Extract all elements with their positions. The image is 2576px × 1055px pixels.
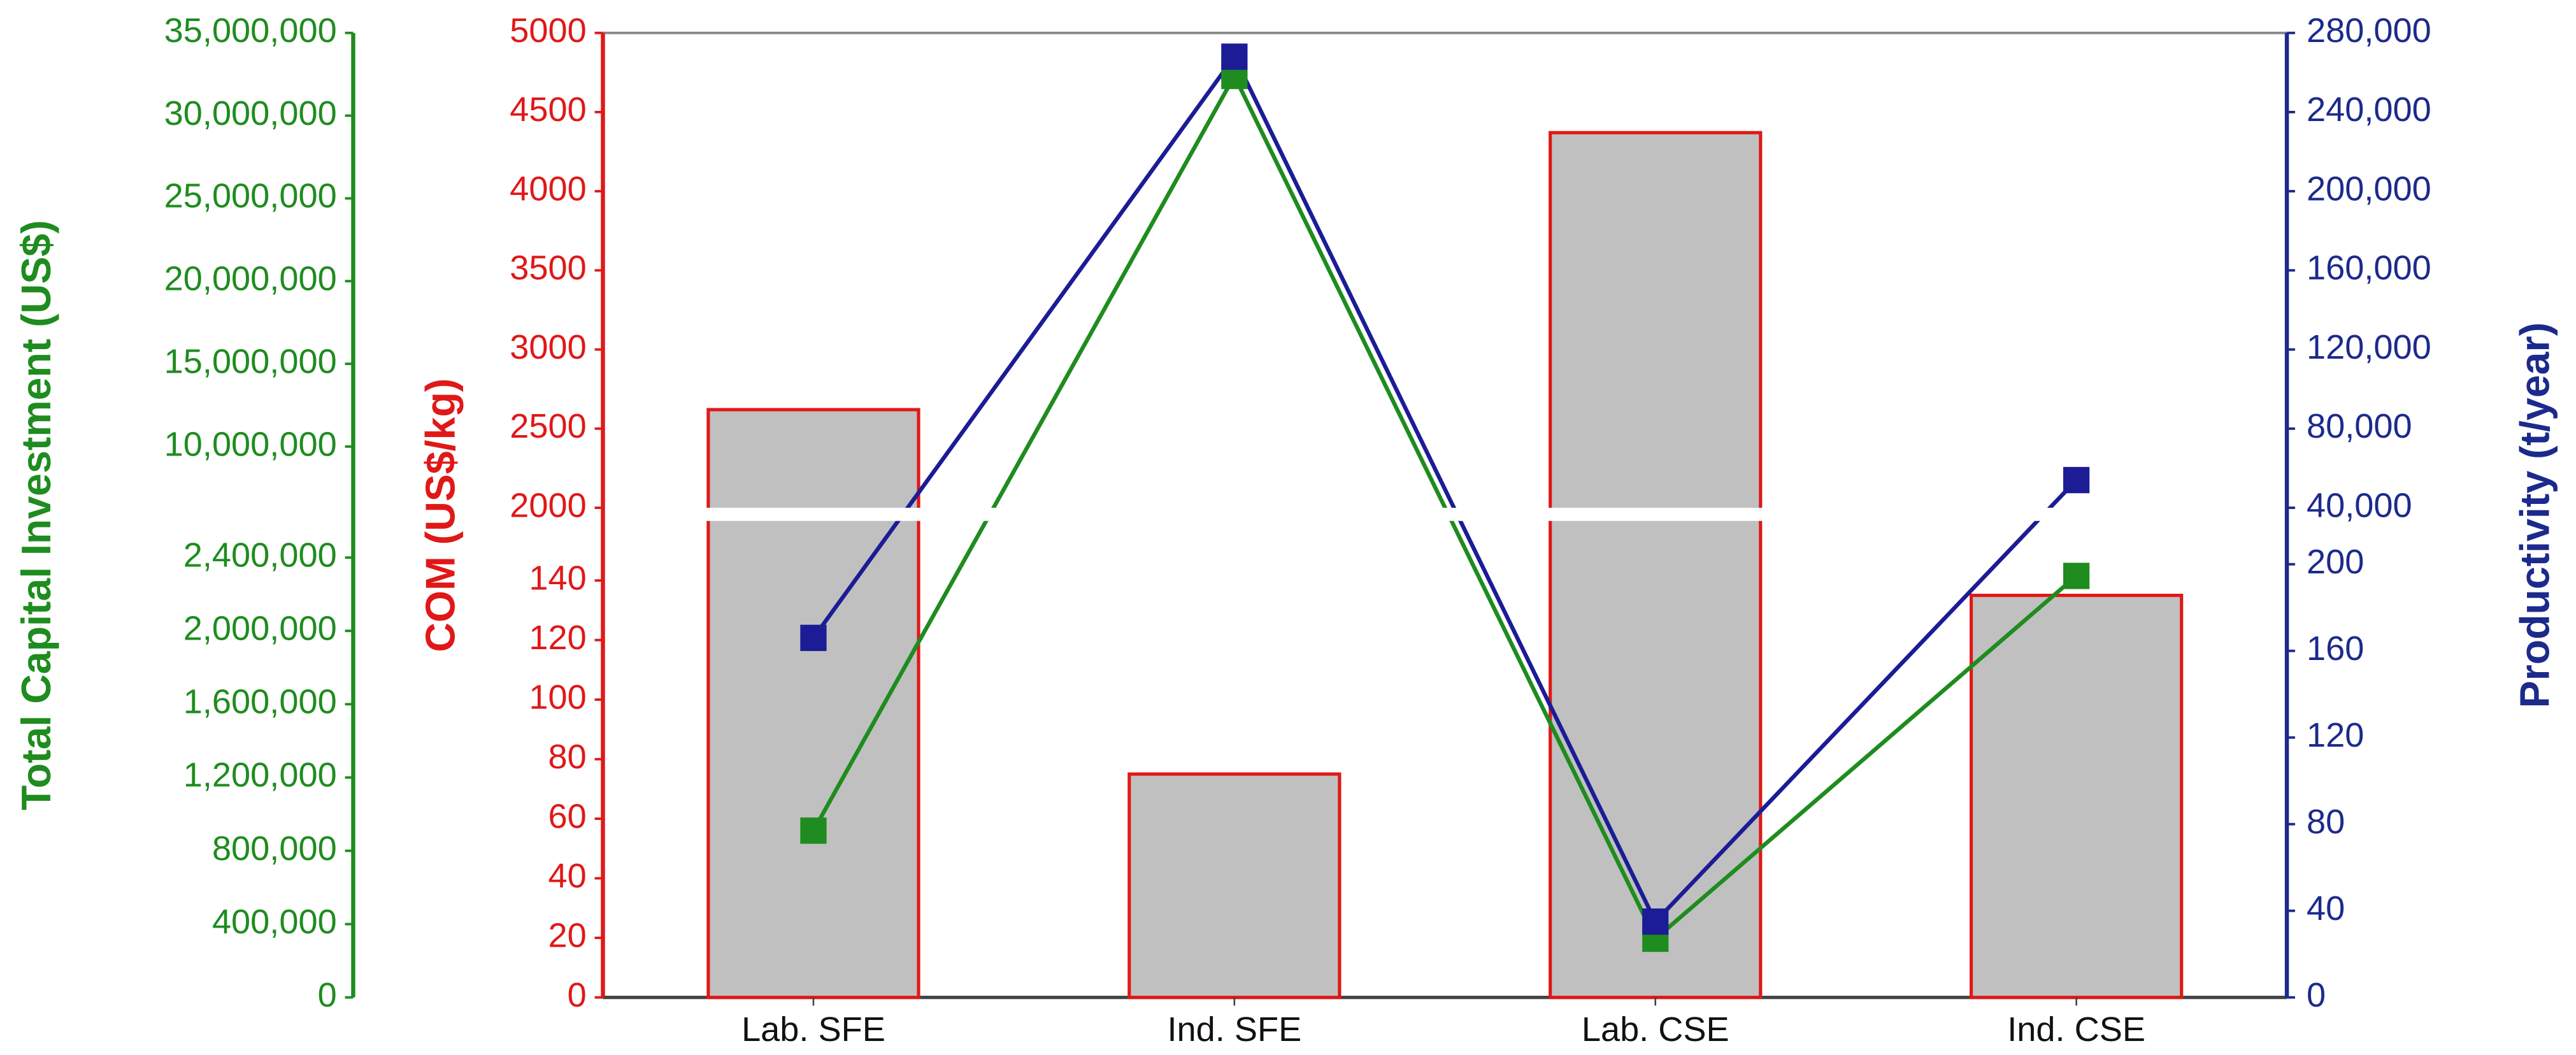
bar — [706, 408, 920, 1000]
y-tick-label: 40 — [2307, 889, 2345, 928]
y-tick-label: 2500 — [510, 407, 586, 445]
y-tick-label: 400,000 — [212, 903, 337, 941]
y-tick-label: 200,000 — [2307, 169, 2431, 208]
y-tick-label: 10,000,000 — [164, 425, 337, 463]
y-tick-label: 2,000,000 — [183, 610, 337, 648]
bar — [1127, 772, 1342, 1000]
y-tick-label: 200 — [2307, 543, 2364, 581]
y-tick-label: 40 — [548, 857, 586, 895]
y-tick-label: 2,400,000 — [183, 536, 337, 575]
y-tick-label: 20 — [548, 916, 586, 954]
y-tick-label: 280,000 — [2307, 11, 2431, 50]
point-marker — [800, 817, 827, 844]
point-marker — [800, 624, 827, 651]
point-marker — [1642, 908, 1669, 935]
point-marker — [2063, 466, 2090, 494]
x-tick-label: Lab. CSE — [1582, 1010, 1729, 1049]
x-tick-label: Ind. CSE — [2007, 1010, 2145, 1049]
y-tick-label: 5000 — [510, 11, 586, 50]
y-tick-label: 30,000,000 — [164, 94, 337, 133]
y-tick-label: 25,000,000 — [164, 177, 337, 215]
y-tick-label: 4000 — [510, 169, 586, 208]
y-tick-label: 60 — [548, 797, 586, 835]
point-marker — [2063, 563, 2090, 589]
y-tick-label: 0 — [568, 976, 587, 1014]
y-tick-label: 0 — [2307, 976, 2326, 1014]
y-tick-label: 100 — [529, 678, 586, 716]
y-tick-label: 80 — [548, 738, 586, 776]
y-tick-label: 4500 — [510, 90, 586, 129]
y-tick-label: 140 — [529, 559, 586, 597]
y-tick-label: 15,000,000 — [164, 342, 337, 380]
y-tick-label: 1,200,000 — [183, 756, 337, 794]
y-tick-label: 0 — [318, 976, 337, 1014]
bar — [1969, 593, 2184, 1000]
y-tick-label: 120 — [2307, 716, 2364, 754]
y-tick-label: 120 — [529, 619, 586, 657]
y-tick-label: 80 — [2307, 803, 2345, 841]
x-tick-label: Lab. SFE — [741, 1010, 885, 1049]
y-tick-label: 20,000,000 — [164, 260, 337, 298]
y-tick-label: 80,000 — [2307, 407, 2412, 445]
data-line — [812, 52, 2078, 926]
axis-title: Total Capital Investment (US$) — [13, 220, 59, 810]
y-tick-label: 3000 — [510, 328, 586, 366]
y-tick-label: 800,000 — [212, 829, 337, 868]
y-tick-label: 35,000,000 — [164, 11, 337, 50]
y-tick-label: 240,000 — [2307, 90, 2431, 129]
y-tick-label: 160,000 — [2307, 249, 2431, 287]
y-tick-label: 160 — [2307, 629, 2364, 668]
y-tick-label: 2000 — [510, 486, 586, 524]
x-tick-label: Ind. SFE — [1168, 1010, 1302, 1049]
data-line — [812, 71, 2078, 942]
y-tick-label: 3500 — [510, 249, 586, 287]
bar — [1549, 131, 1763, 1000]
axis-title: COM (US$/kg) — [417, 378, 463, 652]
y-tick-label: 40,000 — [2307, 486, 2412, 524]
y-tick-label: 120,000 — [2307, 328, 2431, 366]
axis-break — [606, 508, 2284, 521]
y-tick-label: 1,600,000 — [183, 683, 337, 721]
point-marker — [1221, 43, 1248, 70]
axis-title: Productivity (t/year) — [2512, 322, 2558, 708]
